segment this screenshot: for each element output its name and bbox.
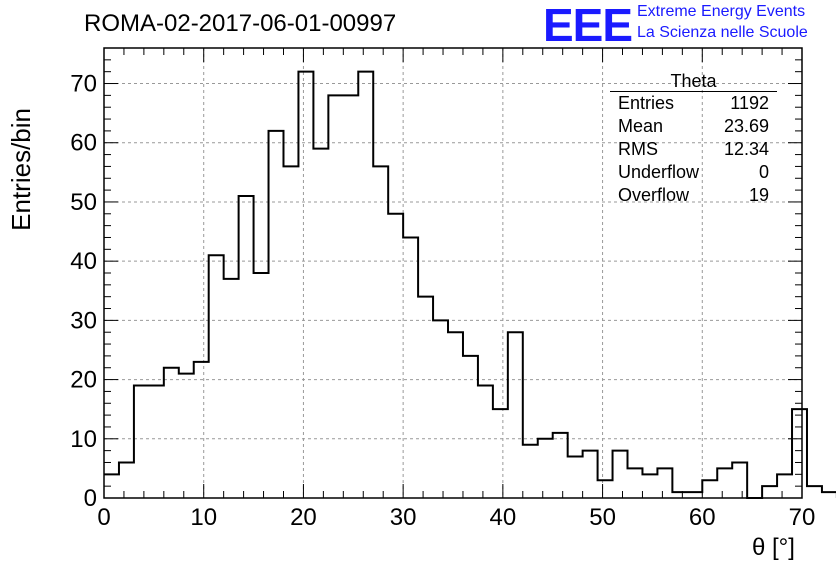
x-tick-label: 50 (589, 504, 616, 531)
stats-value: 23.69 (723, 116, 769, 136)
stats-row-mean: Mean 23.69 (610, 115, 777, 138)
y-tick-label: 10 (70, 426, 97, 453)
stats-row-underflow: Underflow 0 (610, 161, 777, 184)
stats-key: Overflow (618, 185, 690, 205)
stats-row-entries: Entries 1192 (610, 92, 777, 115)
x-tick-label: 10 (190, 504, 217, 531)
stats-value: 1192 (730, 93, 769, 113)
logo-line-2: La Scienza nelle Scuole (637, 24, 808, 41)
stats-row-rms: RMS 12.34 (610, 138, 777, 161)
x-tick-label: 0 (97, 504, 110, 531)
y-tick-label: 20 (70, 367, 97, 394)
x-axis-label: θ [°] (752, 534, 795, 561)
stats-box: Theta Entries 1192 Mean 23.69 RMS 12.34 … (610, 72, 777, 207)
y-tick-label: 50 (70, 189, 97, 216)
axis-tick-labels: 0 10 20 30 40 50 60 70 0 10 20 30 40 50 60 70 (70, 71, 815, 531)
axis-ticks (103, 47, 803, 499)
stats-row-overflow: Overflow 19 (610, 184, 777, 207)
stats-value: 19 (748, 185, 769, 205)
eee-logo: EEE (543, 0, 633, 51)
x-tick-label: 30 (390, 504, 417, 531)
stats-key: RMS (618, 139, 658, 159)
x-tick-label: 60 (689, 504, 716, 531)
logo-line-1: Extreme Energy Events (637, 3, 806, 20)
stats-value: 0 (758, 162, 769, 182)
stats-key: Underflow (618, 162, 700, 182)
x-tick-label: 40 (490, 504, 517, 531)
histogram-step-line (104, 70, 836, 499)
stats-title: Theta (610, 72, 777, 92)
y-tick-label: 30 (70, 307, 97, 334)
y-tick-label: 0 (84, 485, 97, 512)
stats-value: 12.34 (723, 139, 769, 159)
stats-key: Entries (618, 93, 675, 113)
chart-title: ROMA-02-2017-06-01-00997 (84, 10, 397, 37)
x-tick-label: 20 (290, 504, 317, 531)
x-tick-label: 70 (789, 504, 816, 531)
y-tick-label: 70 (70, 71, 97, 98)
stats-key: Mean (618, 116, 664, 136)
y-tick-label: 40 (70, 248, 97, 275)
grid-lines (104, 48, 802, 498)
y-tick-label: 60 (70, 130, 97, 157)
y-axis-label: Entries/bin (6, 108, 36, 231)
